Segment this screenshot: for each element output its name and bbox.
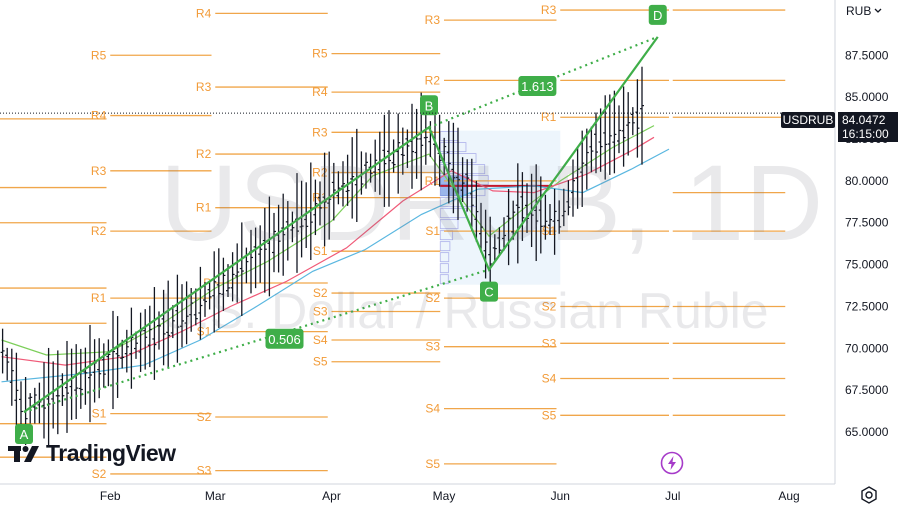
point-badge (480, 281, 498, 302)
x-tick-label: Jul (665, 489, 680, 503)
pivot-label: R4 (196, 6, 212, 20)
y-tick-label: 77.5000 (845, 216, 889, 230)
volume-profile-bar (439, 241, 451, 252)
x-tick-label: Jun (551, 489, 570, 503)
time-axis-bg (0, 484, 900, 510)
point-badge (15, 423, 33, 444)
y-tick-label: 65.0000 (845, 425, 889, 439)
pivot-label: S5 (313, 355, 328, 369)
y-tick-label: 67.5000 (845, 383, 889, 397)
pivot-points: R5R4R3R2R1S1S2R5R4R3R2R1S1S2R4R3R2R1PS1S… (0, 3, 786, 481)
settings-icon[interactable] (858, 484, 880, 506)
x-tick-label: Feb (100, 489, 121, 503)
x-tick-label: Mar (205, 489, 226, 503)
pivot-label: S2 (313, 286, 328, 300)
currency-value: RUB (846, 4, 872, 18)
symbol-badge: USDRUB (781, 112, 835, 128)
point-badge (420, 95, 438, 116)
y-tick-label: 87.5000 (845, 48, 889, 62)
pivot-label: S2 (542, 299, 557, 313)
pivot-label: R3 (196, 80, 212, 94)
volume-profile-bar (439, 219, 459, 230)
pivot-label: R3 (425, 13, 441, 27)
pivot-label: S5 (542, 408, 557, 422)
harmonic-pattern[interactable]: 0.506 1.613 A B C D (15, 4, 667, 444)
pivot-label: R1 (196, 201, 212, 215)
ratio-badge (518, 76, 557, 97)
y-tick-label: 85.0000 (845, 90, 889, 104)
pivot-label: R4 (312, 85, 328, 99)
pattern-ratio-line (428, 35, 659, 129)
pivot-label: R1 (91, 291, 107, 305)
pivot-label: S3 (197, 464, 212, 478)
pivot-label: R5 (91, 48, 107, 62)
pivot-label: S4 (425, 402, 440, 416)
pivot-label: S3 (425, 340, 440, 354)
bar-countdown: 16:15:00 (838, 127, 898, 142)
pivot-label: S2 (197, 410, 212, 424)
pivot-label: S3 (542, 336, 557, 350)
pivot-label: S4 (542, 371, 557, 385)
pivot-label: R1 (541, 110, 557, 124)
point-badge (648, 4, 667, 25)
price-axis-bg (835, 0, 900, 510)
lightning-icon[interactable] (660, 451, 684, 475)
pivot-label: R2 (196, 147, 212, 161)
pivot-label: R5 (312, 47, 328, 61)
y-tick-label: 72.5000 (845, 299, 889, 313)
pivot-label: S4 (313, 333, 328, 347)
pivot-label: R3 (91, 164, 107, 178)
currency-selector[interactable]: RUB (840, 2, 900, 20)
pivot-label: S1 (92, 407, 107, 421)
point-label: D (653, 8, 662, 23)
point-label: A (20, 427, 29, 442)
pivot-label: R4 (91, 109, 107, 123)
x-tick-label: May (433, 489, 456, 503)
last-price-label: 84.0472 (838, 112, 898, 128)
y-tick-label: 70.0000 (845, 341, 889, 355)
point-label: C (484, 285, 493, 300)
pivot-label: S1 (425, 224, 440, 238)
point-label: B (425, 98, 434, 113)
pivot-label: S1 (313, 244, 328, 258)
pattern-legs (23, 36, 659, 413)
pivot-label: S1 (197, 325, 212, 339)
x-tick-label: Apr (322, 489, 341, 503)
pivot-label: R2 (312, 165, 328, 179)
volume-profile-bar (439, 263, 449, 274)
y-tick-label: 80.0000 (845, 174, 889, 188)
pivot-label: S2 (425, 291, 440, 305)
volume-profile-bar (439, 252, 450, 263)
pivot-label: S2 (92, 467, 107, 481)
tradingview-logo-icon (8, 445, 39, 462)
pivot-label: R2 (91, 224, 107, 238)
ratio-label: 0.506 (268, 332, 301, 347)
y-tick-label: 75.0000 (845, 258, 889, 272)
tradingview-logo[interactable]: TradingView (8, 440, 176, 467)
pivot-label: S3 (313, 305, 328, 319)
ratio-label: 1.613 (521, 79, 554, 94)
chevron-down-icon (874, 8, 882, 13)
brand-name: TradingView (46, 440, 176, 466)
x-tick-label: Aug (778, 489, 799, 503)
pivot-label: R3 (541, 3, 557, 17)
pivot-label: R2 (425, 73, 441, 87)
pivot-label: R3 (312, 125, 328, 139)
pivot-label: S5 (425, 457, 440, 471)
ratio-badge (265, 328, 304, 349)
